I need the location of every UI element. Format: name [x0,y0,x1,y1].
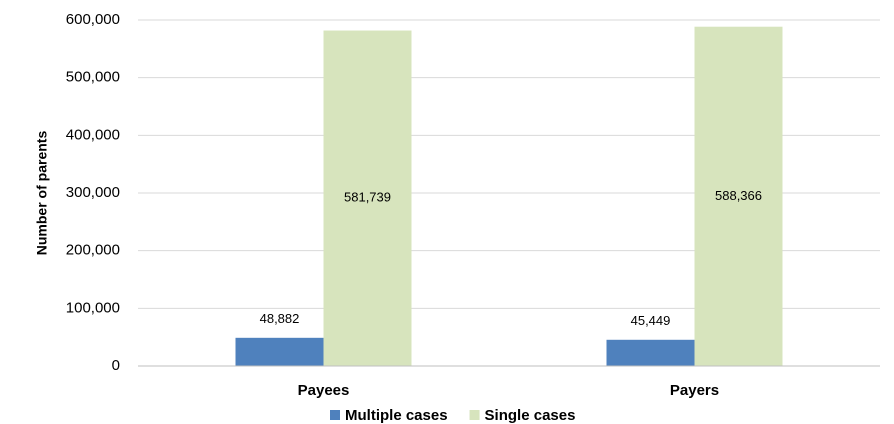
data-label: 581,739 [344,190,391,205]
x-tick-label: Payees [298,382,350,399]
legend-label: Multiple cases [345,407,448,424]
bar [323,30,412,366]
y-tick-label: 200,000 [66,242,120,259]
y-tick-label: 400,000 [66,126,120,143]
data-label: 588,366 [715,188,762,203]
y-tick-label: 600,000 [66,11,120,28]
x-tick-label: Payers [670,382,719,399]
legend-swatch [330,410,340,420]
bar [606,339,695,366]
y-tick-label: 500,000 [66,69,120,86]
bar [694,26,783,366]
legend-label: Single cases [485,407,576,424]
data-label: 45,449 [631,313,671,328]
y-tick-label: 0 [112,357,120,374]
y-tick-label: 100,000 [66,299,120,316]
y-axis-title: Number of parents [34,131,50,256]
legend-swatch [469,410,480,420]
y-tick-label: 300,000 [66,184,120,201]
data-label: 48,882 [260,311,300,326]
bar [235,337,324,366]
